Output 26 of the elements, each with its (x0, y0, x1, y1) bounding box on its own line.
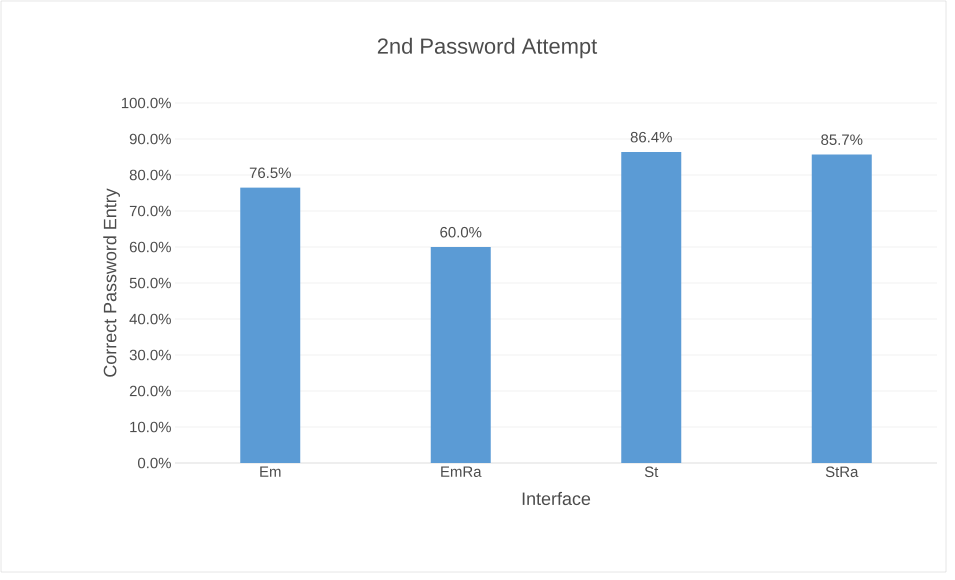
data-label: 60.0% (440, 226, 482, 238)
y-tick-label: 40.0% (129, 314, 171, 324)
y-tick-label: 80.0% (130, 170, 171, 180)
bar (430, 246, 491, 463)
bar (240, 188, 300, 463)
y-tick-label: 90.0% (130, 134, 171, 144)
x-tick-label: Em (260, 466, 280, 477)
y-tick-label: 20.0% (130, 386, 171, 396)
bar (621, 152, 682, 463)
y-tick-label: 70.0% (130, 206, 171, 216)
x-tick-label: St (644, 466, 658, 478)
x-tick-label: StRa (826, 466, 858, 478)
y-tick-label: 30.0% (130, 350, 171, 360)
y-axis-title: Correct Password Entry (103, 188, 120, 377)
y-tick-label: 10.0% (130, 422, 171, 432)
x-tick-label: EmRa (441, 466, 482, 477)
y-tick-label: 100.0% (122, 98, 171, 108)
data-label: 76.5% (250, 167, 291, 178)
y-tick-label: 0.0% (138, 458, 171, 468)
x-axis-title: Interface (522, 492, 590, 506)
data-label: 86.4% (630, 132, 672, 142)
bar (812, 154, 872, 463)
chart-title: 2nd Password Attempt (378, 38, 598, 58)
y-tick-label: 60.0% (130, 242, 171, 252)
y-tick-label: 50.0% (130, 278, 171, 288)
data-label: 85.7% (821, 134, 862, 145)
